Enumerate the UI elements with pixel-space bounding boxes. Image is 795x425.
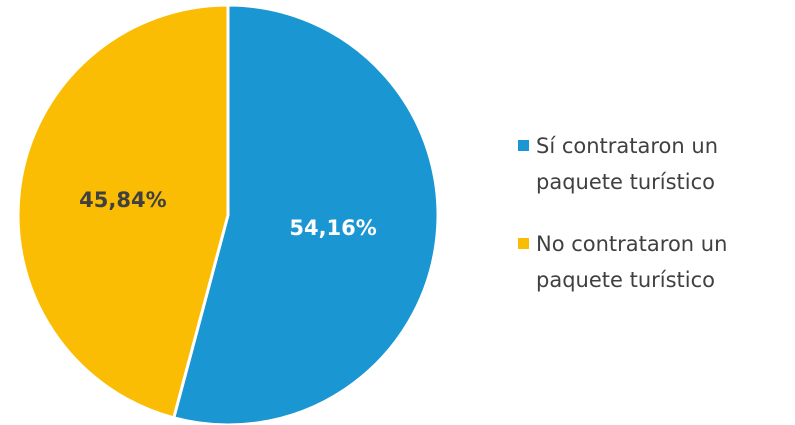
pie-slice [16,3,230,420]
legend-item: No contrataron un paquete turístico [518,226,788,298]
data-label: 45,84% [79,188,166,212]
pie-slice [171,3,440,425]
legend-swatch [518,238,529,249]
legend-text: Sí contrataron un paquete turístico [536,134,719,194]
legend-text: No contrataron un paquete turístico [536,232,728,292]
legend-item: Sí contrataron un paquete turístico [518,128,788,200]
legend: Sí contrataron un paquete turístico No co… [518,128,788,324]
data-label: 54,16% [289,216,376,240]
legend-swatch [518,140,529,151]
